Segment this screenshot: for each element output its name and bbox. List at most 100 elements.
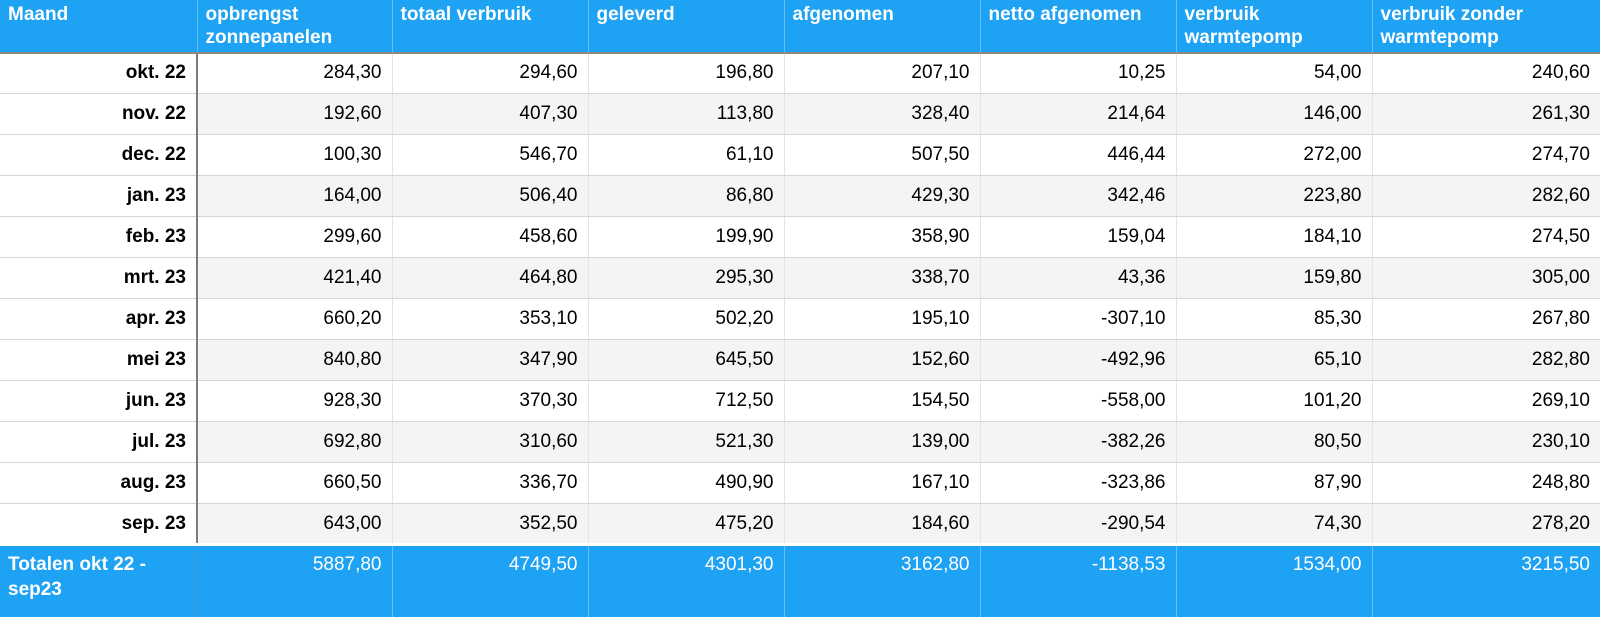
value-cell: 274,50	[1371, 216, 1600, 259]
value-cell: 840,80	[196, 339, 392, 382]
value-cell: 223,80	[1175, 175, 1372, 218]
table-row: dec. 22 100,30 546,70 61,10 507,50 446,44 272,…	[0, 134, 1600, 177]
value-cell: 645,50	[587, 339, 784, 382]
value-cell: -323,86	[979, 462, 1176, 505]
table-row: sep. 23 643,00 352,50 475,20 184,60 -290,54 74…	[0, 503, 1600, 546]
totals-row: Totalen okt 22 - sep23 5887,80 4749,50 4301…	[0, 543, 1600, 617]
value-cell: 358,90	[783, 216, 980, 259]
value-cell: -492,96	[979, 339, 1176, 382]
totals-label-cell: Totalen okt 22 - sep23	[0, 543, 197, 617]
table-row: apr. 23 660,20 353,10 502,20 195,10 -307,10 85…	[0, 298, 1600, 341]
month-cell: feb. 23	[0, 216, 197, 259]
value-cell: 65,10	[1175, 339, 1372, 382]
value-cell: -382,26	[979, 421, 1176, 464]
value-cell: 274,70	[1371, 134, 1600, 177]
value-cell: 199,90	[587, 216, 784, 259]
value-cell: 261,30	[1371, 93, 1600, 136]
value-cell: 43,36	[979, 257, 1176, 300]
value-cell: 192,60	[196, 93, 392, 136]
totals-value-cell: 3162,80	[783, 543, 980, 617]
value-cell: 506,40	[391, 175, 588, 218]
header-cell-geleverd: geleverd	[587, 0, 784, 54]
value-cell: 164,00	[196, 175, 392, 218]
value-cell: 159,04	[979, 216, 1176, 259]
value-cell: 305,00	[1371, 257, 1600, 300]
header-cell-afgenomen: afgenomen	[783, 0, 980, 54]
value-cell: 282,60	[1371, 175, 1600, 218]
value-cell: 692,80	[196, 421, 392, 464]
value-cell: 284,30	[196, 52, 392, 95]
value-cell: 269,10	[1371, 380, 1600, 423]
table-row: mei 23 840,80 347,90 645,50 152,60 -492,96 65,…	[0, 339, 1600, 382]
table-row: aug. 23 660,50 336,70 490,90 167,10 -323,86 87…	[0, 462, 1600, 505]
value-cell: 712,50	[587, 380, 784, 423]
value-cell: 80,50	[1175, 421, 1372, 464]
value-cell: 928,30	[196, 380, 392, 423]
value-cell: 196,80	[587, 52, 784, 95]
value-cell: 352,50	[391, 503, 588, 546]
value-cell: 521,30	[587, 421, 784, 464]
totals-value-cell: 4749,50	[391, 543, 588, 617]
value-cell: 272,00	[1175, 134, 1372, 177]
value-cell: 10,25	[979, 52, 1176, 95]
value-cell: 146,00	[1175, 93, 1372, 136]
value-cell: 240,60	[1371, 52, 1600, 95]
month-cell: okt. 22	[0, 52, 197, 95]
value-cell: 507,50	[783, 134, 980, 177]
value-cell: 159,80	[1175, 257, 1372, 300]
table-row: jul. 23 692,80 310,60 521,30 139,00 -382,26 80…	[0, 421, 1600, 464]
value-cell: 407,30	[391, 93, 588, 136]
table-row: nov. 22 192,60 407,30 113,80 328,40 214,64 146…	[0, 93, 1600, 136]
value-cell: 299,60	[196, 216, 392, 259]
value-cell: 113,80	[587, 93, 784, 136]
value-cell: 214,64	[979, 93, 1176, 136]
value-cell: 248,80	[1371, 462, 1600, 505]
value-cell: 370,30	[391, 380, 588, 423]
value-cell: 328,40	[783, 93, 980, 136]
value-cell: 282,80	[1371, 339, 1600, 382]
value-cell: 546,70	[391, 134, 588, 177]
value-cell: 184,10	[1175, 216, 1372, 259]
month-cell: dec. 22	[0, 134, 197, 177]
totals-value-cell: -1138,53	[979, 543, 1176, 617]
value-cell: 184,60	[783, 503, 980, 546]
table-row: feb. 23 299,60 458,60 199,90 358,90 159,04 184…	[0, 216, 1600, 259]
month-cell: jun. 23	[0, 380, 197, 423]
value-cell: 490,90	[587, 462, 784, 505]
value-cell: 152,60	[783, 339, 980, 382]
value-cell: 475,20	[587, 503, 784, 546]
value-cell: -558,00	[979, 380, 1176, 423]
header-cell-totaal-verbruik: totaal verbruik	[391, 0, 588, 54]
value-cell: 660,20	[196, 298, 392, 341]
value-cell: 139,00	[783, 421, 980, 464]
value-cell: 643,00	[196, 503, 392, 546]
value-cell: 167,10	[783, 462, 980, 505]
value-cell: 86,80	[587, 175, 784, 218]
value-cell: 85,30	[1175, 298, 1372, 341]
value-cell: 429,30	[783, 175, 980, 218]
value-cell: 421,40	[196, 257, 392, 300]
table-row: okt. 22 284,30 294,60 196,80 207,10 10,25 54,0…	[0, 52, 1600, 95]
header-cell-opbrengst-zonnepanelen: opbrengst zonnepanelen	[196, 0, 392, 54]
value-cell: 464,80	[391, 257, 588, 300]
month-cell: mrt. 23	[0, 257, 197, 300]
value-cell: 342,46	[979, 175, 1176, 218]
header-cell-verbruik-zonder-warmtepomp: verbruik zonder warmtepomp	[1371, 0, 1600, 54]
value-cell: 100,30	[196, 134, 392, 177]
value-cell: 353,10	[391, 298, 588, 341]
month-cell: aug. 23	[0, 462, 197, 505]
header-cell-verbruik-warmtepomp: verbruik warmtepomp	[1175, 0, 1372, 54]
month-cell: sep. 23	[0, 503, 197, 546]
header-row: Maand opbrengst zonnepanelen totaal verbru…	[0, 0, 1600, 54]
value-cell: 278,20	[1371, 503, 1600, 546]
value-cell: 338,70	[783, 257, 980, 300]
value-cell: 87,90	[1175, 462, 1372, 505]
value-cell: 294,60	[391, 52, 588, 95]
month-cell: jan. 23	[0, 175, 197, 218]
value-cell: 207,10	[783, 52, 980, 95]
value-cell: 61,10	[587, 134, 784, 177]
value-cell: 310,60	[391, 421, 588, 464]
month-cell: nov. 22	[0, 93, 197, 136]
value-cell: -307,10	[979, 298, 1176, 341]
